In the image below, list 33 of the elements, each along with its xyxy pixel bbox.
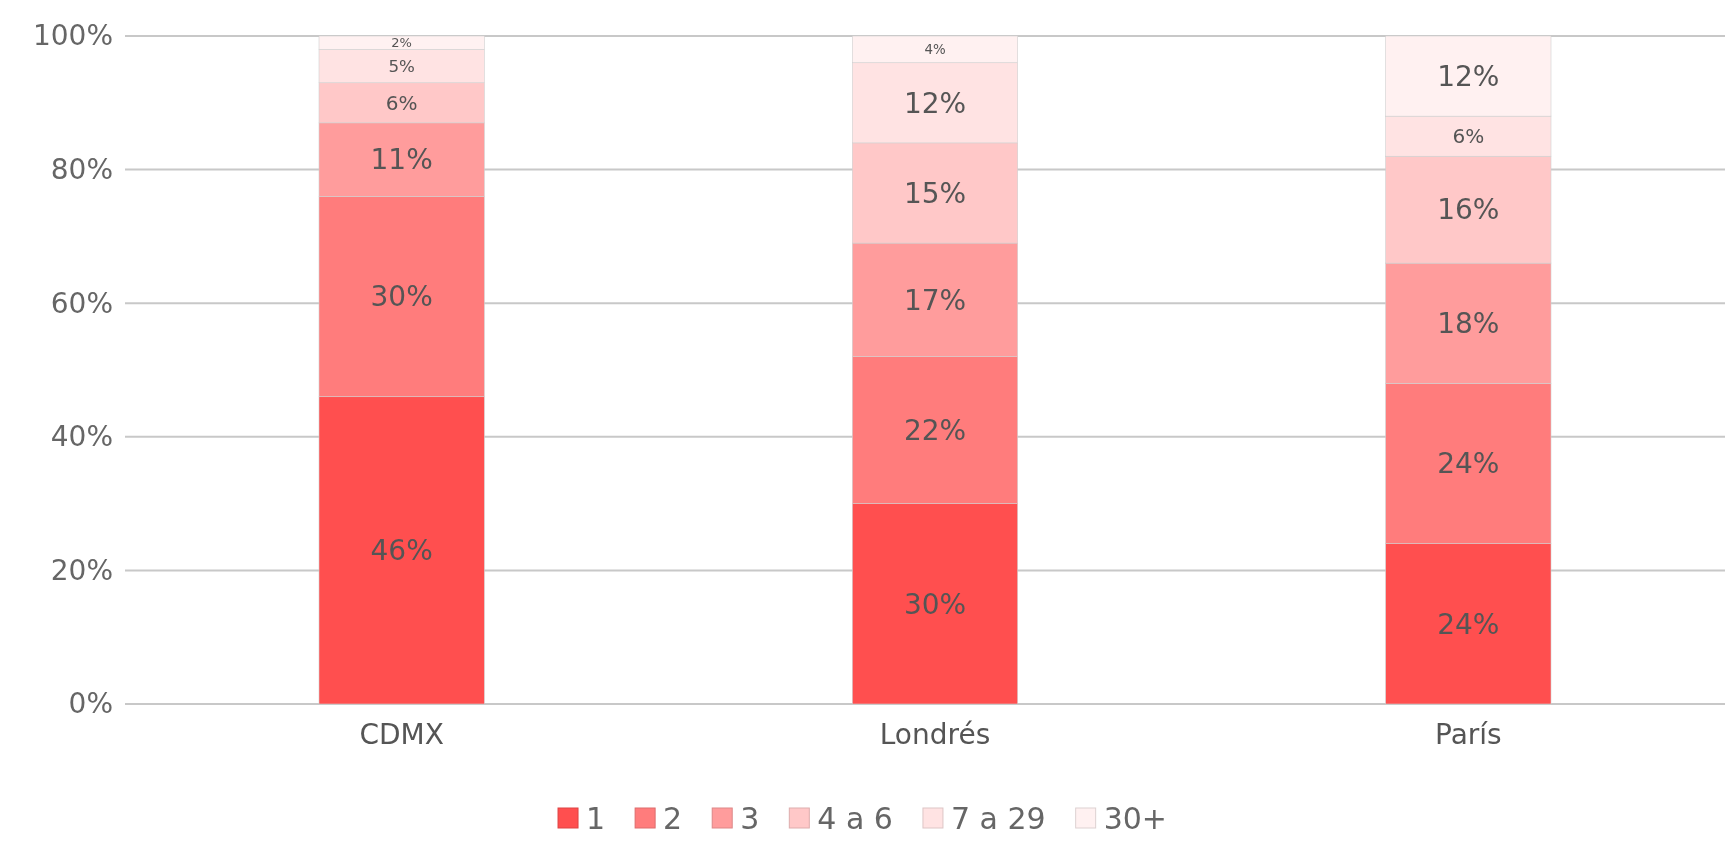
data-label: 18% [1437, 307, 1500, 341]
data-label: 4% [924, 42, 946, 58]
data-label: 16% [1437, 193, 1500, 227]
x-tick-label: CDMX [359, 717, 444, 751]
y-tick-label: 20% [50, 553, 113, 587]
data-label: 12% [903, 86, 967, 120]
data-label: 11% [370, 143, 433, 177]
y-tick-label: 60% [50, 286, 113, 320]
legend-label: 3 [740, 800, 760, 836]
data-label: 15% [903, 176, 967, 210]
y-tick-label: 80% [50, 153, 113, 187]
legend-label: 1 [586, 800, 606, 836]
y-tick-label: 100% [32, 19, 113, 53]
legend-label: 4 a 6 [817, 800, 893, 836]
data-label: 22% [903, 413, 967, 447]
data-label: 46% [370, 534, 433, 568]
data-label: 12% [1437, 59, 1500, 93]
data-label: 30% [903, 587, 967, 621]
y-tick-label: 0% [68, 687, 113, 721]
y-tick-label: 40% [50, 420, 113, 454]
data-label: 5% [388, 55, 415, 76]
x-tick-label: Londrés [879, 717, 991, 751]
data-label: 30% [370, 280, 433, 314]
x-tick-label: París [1435, 717, 1502, 751]
legend-label: 2 [663, 800, 683, 836]
data-label: 17% [903, 283, 967, 317]
data-label: 2% [391, 35, 412, 51]
data-label: 24% [1437, 607, 1500, 641]
data-label: 6% [385, 90, 418, 115]
data-label: 24% [1437, 447, 1500, 481]
legend-label: 7 a 29 [950, 800, 1046, 836]
legend-label: 30+ [1103, 800, 1167, 836]
data-label: 6% [1452, 124, 1485, 149]
